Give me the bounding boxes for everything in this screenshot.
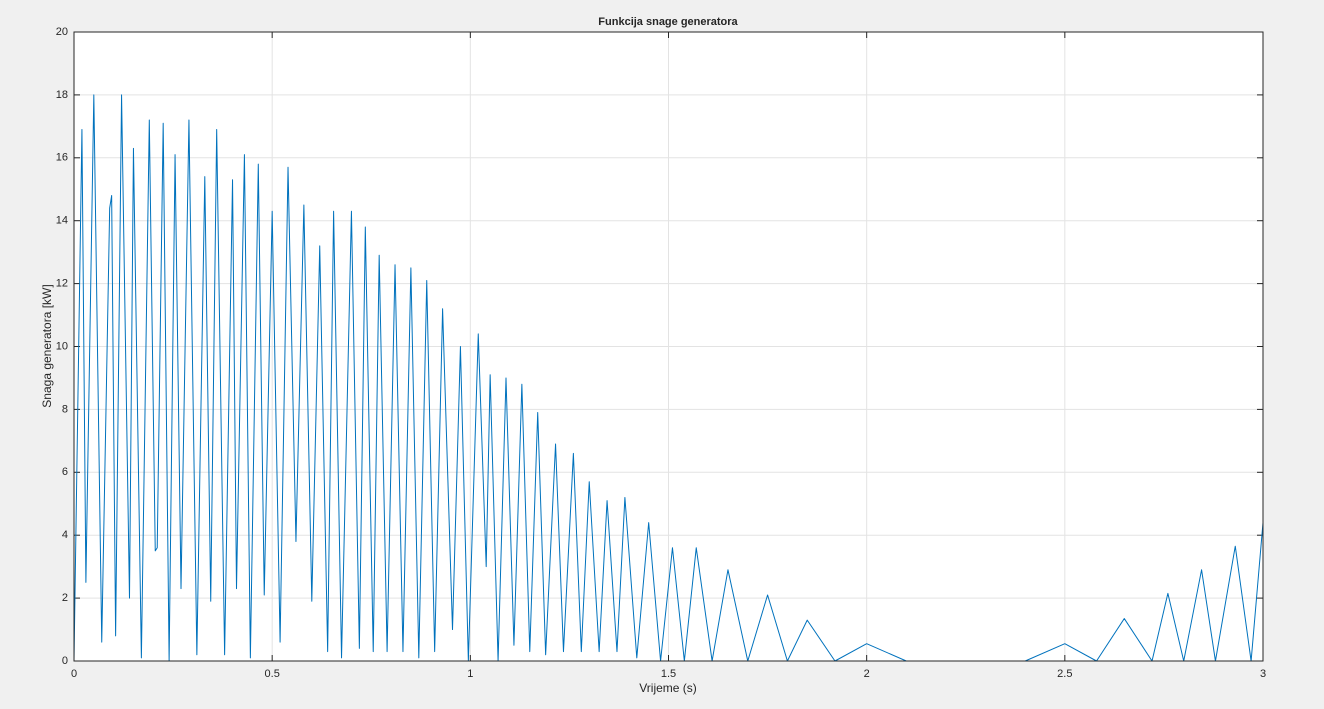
x-tick-label: 2	[864, 668, 870, 680]
y-tick-label: 20	[56, 26, 68, 38]
x-axis-label: Vrijeme (s)	[639, 681, 697, 695]
x-tick-label: 3	[1260, 668, 1266, 680]
axes-box	[73, 31, 1264, 662]
y-tick-label: 16	[56, 152, 68, 164]
y-tick-label: 14	[56, 215, 68, 227]
y-tick-label: 4	[62, 529, 68, 541]
data-line	[73, 94, 1264, 662]
y-tick-label: 6	[62, 466, 68, 478]
y-axis-label: Snaga generatora [kW]	[40, 284, 54, 407]
y-tick-label: 8	[62, 403, 68, 415]
y-tick-label: 10	[56, 340, 68, 352]
chart-title: Funkcija snage generatora	[598, 16, 738, 28]
y-tick-label: 2	[62, 592, 68, 604]
x-tick-label: 2.5	[1057, 668, 1072, 680]
x-tick-label: 0	[71, 668, 77, 680]
x-tick-label: 0.5	[265, 668, 280, 680]
x-tick-label: 1	[467, 668, 473, 680]
x-tick-label: 1.5	[661, 668, 676, 680]
y-tick-label: 0	[62, 655, 68, 667]
y-tick-label: 18	[56, 89, 68, 101]
y-tick-label: 12	[56, 278, 68, 290]
